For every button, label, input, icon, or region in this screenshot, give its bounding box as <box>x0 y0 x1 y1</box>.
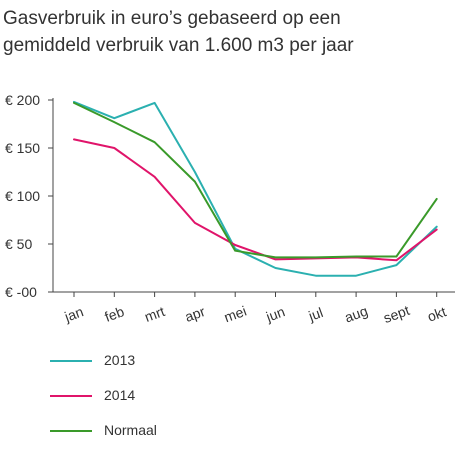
series-line-2013 <box>73 100 438 277</box>
x-tick-label-sept: sept <box>381 302 411 326</box>
series-line-2014 <box>73 138 438 262</box>
chart-title-line-2: gemiddeld verbruik van 1.600 m3 per jaar <box>3 35 354 56</box>
legend-swatch-normaal <box>50 430 92 432</box>
legend-label-2014: 2014 <box>104 387 136 403</box>
legend-item-2013: 2013 <box>50 350 250 372</box>
legend-swatch-2014 <box>50 395 92 397</box>
x-tick-label-apr: apr <box>183 303 208 325</box>
chart-title: Gasverbruik in euro’s gebaseerd op een g… <box>3 5 458 59</box>
y-tick-label: € -00 <box>5 284 37 300</box>
y-tick-label: € 200 <box>5 92 40 108</box>
y-tick-label: € 150 <box>5 140 40 156</box>
x-tick-label-mei: mei <box>222 303 249 326</box>
x-tick-label-jan: jan <box>62 303 86 325</box>
legend-item-normaal: Normaal <box>50 420 250 442</box>
legend-label-2013: 2013 <box>104 352 136 368</box>
x-tick-label-aug: aug <box>342 302 369 325</box>
y-tick-label: € 50 <box>5 236 32 252</box>
legend-label-normaal: Normaal <box>104 422 157 438</box>
x-tick-label-jul: jul <box>306 304 326 324</box>
legend-swatch-2013 <box>50 360 92 362</box>
legend-item-2014: 2014 <box>50 385 250 407</box>
y-tick-label: € 100 <box>5 188 40 204</box>
series-line-normaal <box>73 101 438 259</box>
x-tick-label-okt: okt <box>425 303 448 324</box>
x-tick-label-jun: jun <box>263 303 287 325</box>
chart-title-line-1: Gasverbruik in euro’s gebaseerd op een <box>3 8 341 29</box>
x-tick-label-feb: feb <box>102 303 126 325</box>
x-tick-label-mrt: mrt <box>142 303 167 325</box>
